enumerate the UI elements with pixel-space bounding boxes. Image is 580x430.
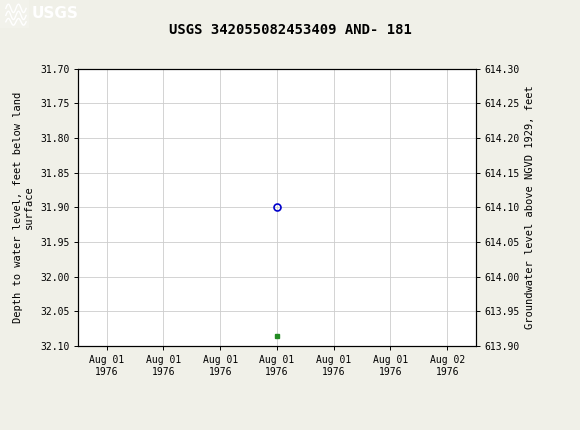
Text: USGS: USGS bbox=[32, 6, 79, 22]
Text: USGS 342055082453409 AND- 181: USGS 342055082453409 AND- 181 bbox=[169, 22, 411, 37]
Y-axis label: Groundwater level above NGVD 1929, feet: Groundwater level above NGVD 1929, feet bbox=[525, 86, 535, 329]
Y-axis label: Depth to water level, feet below land
surface: Depth to water level, feet below land su… bbox=[13, 92, 34, 323]
Bar bbox=[0, 0, 29, 28]
